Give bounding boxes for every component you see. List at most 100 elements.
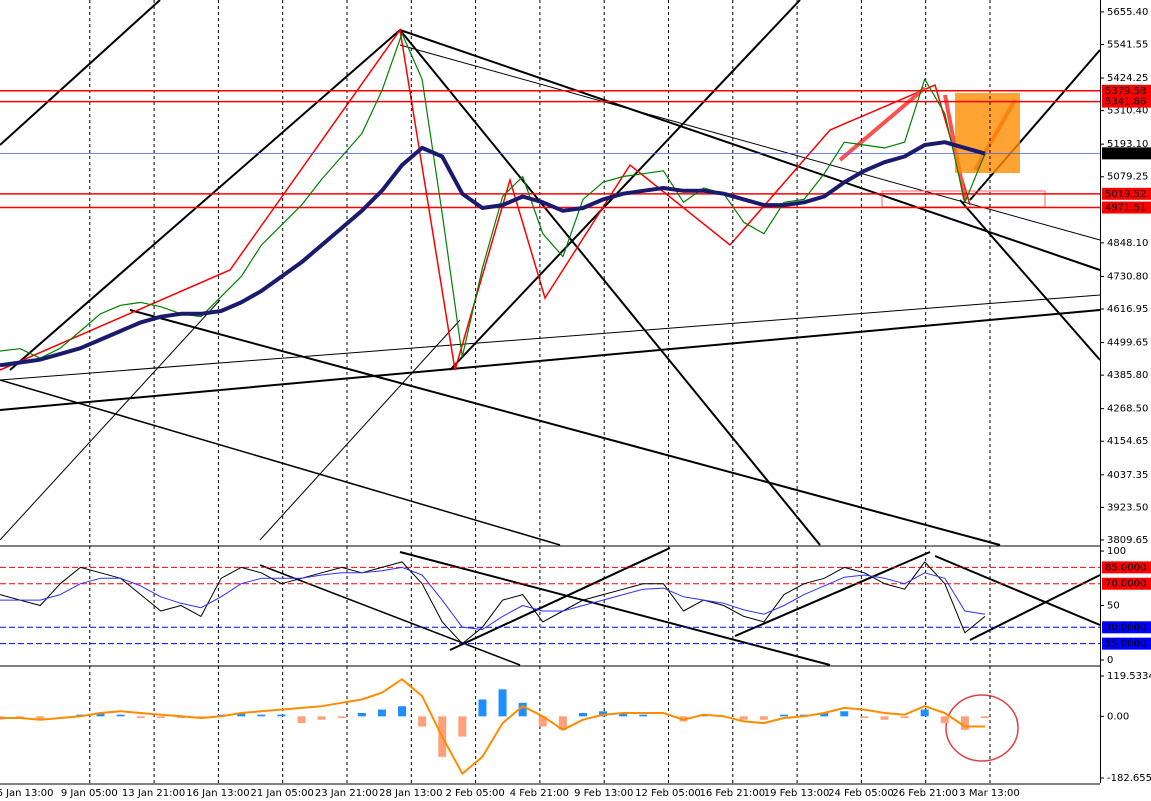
histogram-bar bbox=[840, 711, 849, 717]
level-label-bg bbox=[1102, 147, 1151, 160]
level-label-bg bbox=[1102, 84, 1151, 97]
histogram-bar bbox=[960, 716, 969, 730]
y-tick-label: -182.655 bbox=[1107, 773, 1151, 784]
trend-line bbox=[0, 0, 161, 146]
level-label-bg bbox=[1102, 201, 1151, 214]
y-tick-label: 100 bbox=[1107, 546, 1126, 557]
trend-line bbox=[259, 564, 521, 666]
y-tick-label: 5193.10 bbox=[1107, 139, 1148, 150]
x-tick-label: 26 Feb 21:00 bbox=[892, 788, 958, 799]
histogram-bar bbox=[619, 712, 628, 717]
histogram-bar bbox=[639, 714, 648, 717]
histogram-bar bbox=[277, 714, 286, 717]
trend-line bbox=[0, 299, 221, 541]
y-tick-label: 4730.80 bbox=[1107, 271, 1148, 282]
histogram-bar bbox=[357, 712, 366, 717]
x-tick-label: 9 Feb 13:00 bbox=[574, 788, 633, 799]
series-line bbox=[0, 140, 986, 368]
y-tick-label: 119.5334 bbox=[1107, 671, 1151, 682]
histogram-bar bbox=[317, 716, 326, 720]
histogram-bar bbox=[96, 712, 105, 717]
y-tick-label: 5079.25 bbox=[1107, 172, 1148, 183]
target-box bbox=[955, 93, 1020, 173]
arrow bbox=[838, 86, 927, 162]
level-label-bg bbox=[1102, 561, 1151, 574]
y-tick-label: 3809.65 bbox=[1107, 535, 1148, 546]
x-tick-label: 21 Jan 05:00 bbox=[251, 788, 314, 799]
histogram-bar bbox=[398, 706, 407, 717]
y-tick-label: 5655.40 bbox=[1107, 7, 1148, 18]
y-tick-label: 0.00 bbox=[1107, 711, 1129, 722]
y-tick-label: 4385.80 bbox=[1107, 370, 1148, 381]
trend-line bbox=[129, 309, 1001, 546]
level-label-bg bbox=[1102, 637, 1151, 650]
y-tick-label: 4499.65 bbox=[1107, 338, 1148, 349]
trend-line bbox=[399, 29, 1101, 271]
x-tick-label: 16 Jan 13:00 bbox=[186, 788, 249, 799]
y-tick-label: 4848.10 bbox=[1107, 238, 1148, 249]
x-tick-label: 4 Feb 21:00 bbox=[510, 788, 569, 799]
histogram-bar bbox=[880, 716, 889, 720]
y-tick-label: 4154.65 bbox=[1107, 436, 1148, 447]
histogram-bar bbox=[116, 714, 125, 717]
level-label: 5160.94 bbox=[1105, 148, 1146, 159]
trend-line bbox=[734, 551, 931, 637]
series-line bbox=[0, 678, 985, 775]
histogram-bar bbox=[136, 716, 145, 719]
trend-line bbox=[0, 309, 1101, 411]
histogram-bar bbox=[558, 716, 567, 730]
x-tick-label: 23 Jan 21:00 bbox=[315, 788, 378, 799]
y-tick-label: 3923.50 bbox=[1107, 502, 1148, 513]
trend-line bbox=[959, 199, 1101, 361]
trend-line bbox=[399, 29, 821, 546]
histogram-bar bbox=[498, 689, 507, 717]
histogram-bar bbox=[739, 716, 748, 720]
drawing-objects bbox=[0, 0, 1101, 762]
histogram-bar bbox=[860, 716, 869, 719]
level-label: 5341.86 bbox=[1105, 97, 1146, 108]
histogram-bar bbox=[518, 702, 527, 717]
trend-line bbox=[449, 547, 671, 651]
x-tick-label: 3 Mar 13:00 bbox=[959, 788, 1019, 799]
level-label: 85.0000 bbox=[1105, 562, 1146, 573]
y-tick-label: 4268.50 bbox=[1107, 404, 1148, 415]
histogram-bar bbox=[257, 714, 266, 717]
y-tick-label: 0 bbox=[1107, 655, 1113, 666]
histogram-bar bbox=[759, 716, 768, 720]
x-tick-label: 6 Jan 13:00 bbox=[0, 788, 53, 799]
x-tick-label: 28 Jan 13:00 bbox=[379, 788, 442, 799]
trend-line bbox=[0, 379, 561, 546]
y-tick-label: 5310.40 bbox=[1107, 106, 1148, 117]
y-tick-label: 4037.35 bbox=[1107, 470, 1148, 481]
level-label: 5019.52 bbox=[1105, 189, 1146, 200]
histogram-bar bbox=[337, 716, 346, 719]
histogram-bar bbox=[478, 699, 487, 717]
x-tick-label: 13 Jan 21:00 bbox=[122, 788, 185, 799]
y-tick-label: 50 bbox=[1107, 601, 1120, 612]
histogram-bar bbox=[981, 716, 989, 719]
histogram-bar bbox=[156, 716, 165, 719]
level-label-bg bbox=[1102, 577, 1151, 590]
y-tick-label: 5424.25 bbox=[1107, 73, 1148, 84]
x-tick-label: 12 Feb 05:00 bbox=[635, 788, 701, 799]
histogram-bar bbox=[820, 712, 829, 717]
level-label: 15.0000 bbox=[1105, 639, 1146, 650]
trend-line bbox=[449, 0, 801, 371]
level-label-bg bbox=[1102, 187, 1151, 200]
histogram-bar bbox=[377, 709, 386, 717]
trend-line bbox=[9, 29, 401, 371]
x-tick-label: 24 Feb 05:00 bbox=[828, 788, 894, 799]
trend-line bbox=[259, 319, 461, 541]
level-label-bg bbox=[1102, 95, 1151, 108]
histogram-bar bbox=[900, 716, 909, 719]
zigzag bbox=[0, 28, 971, 371]
trend-line bbox=[399, 551, 831, 666]
histogram-bar bbox=[578, 712, 587, 717]
y-tick-label: 4616.95 bbox=[1107, 304, 1148, 315]
level-label: 4971.51 bbox=[1105, 203, 1146, 214]
histogram-bar bbox=[237, 712, 246, 717]
histogram-bar bbox=[779, 714, 788, 717]
histogram-bar bbox=[418, 716, 427, 727]
histogram-bar bbox=[458, 716, 467, 737]
